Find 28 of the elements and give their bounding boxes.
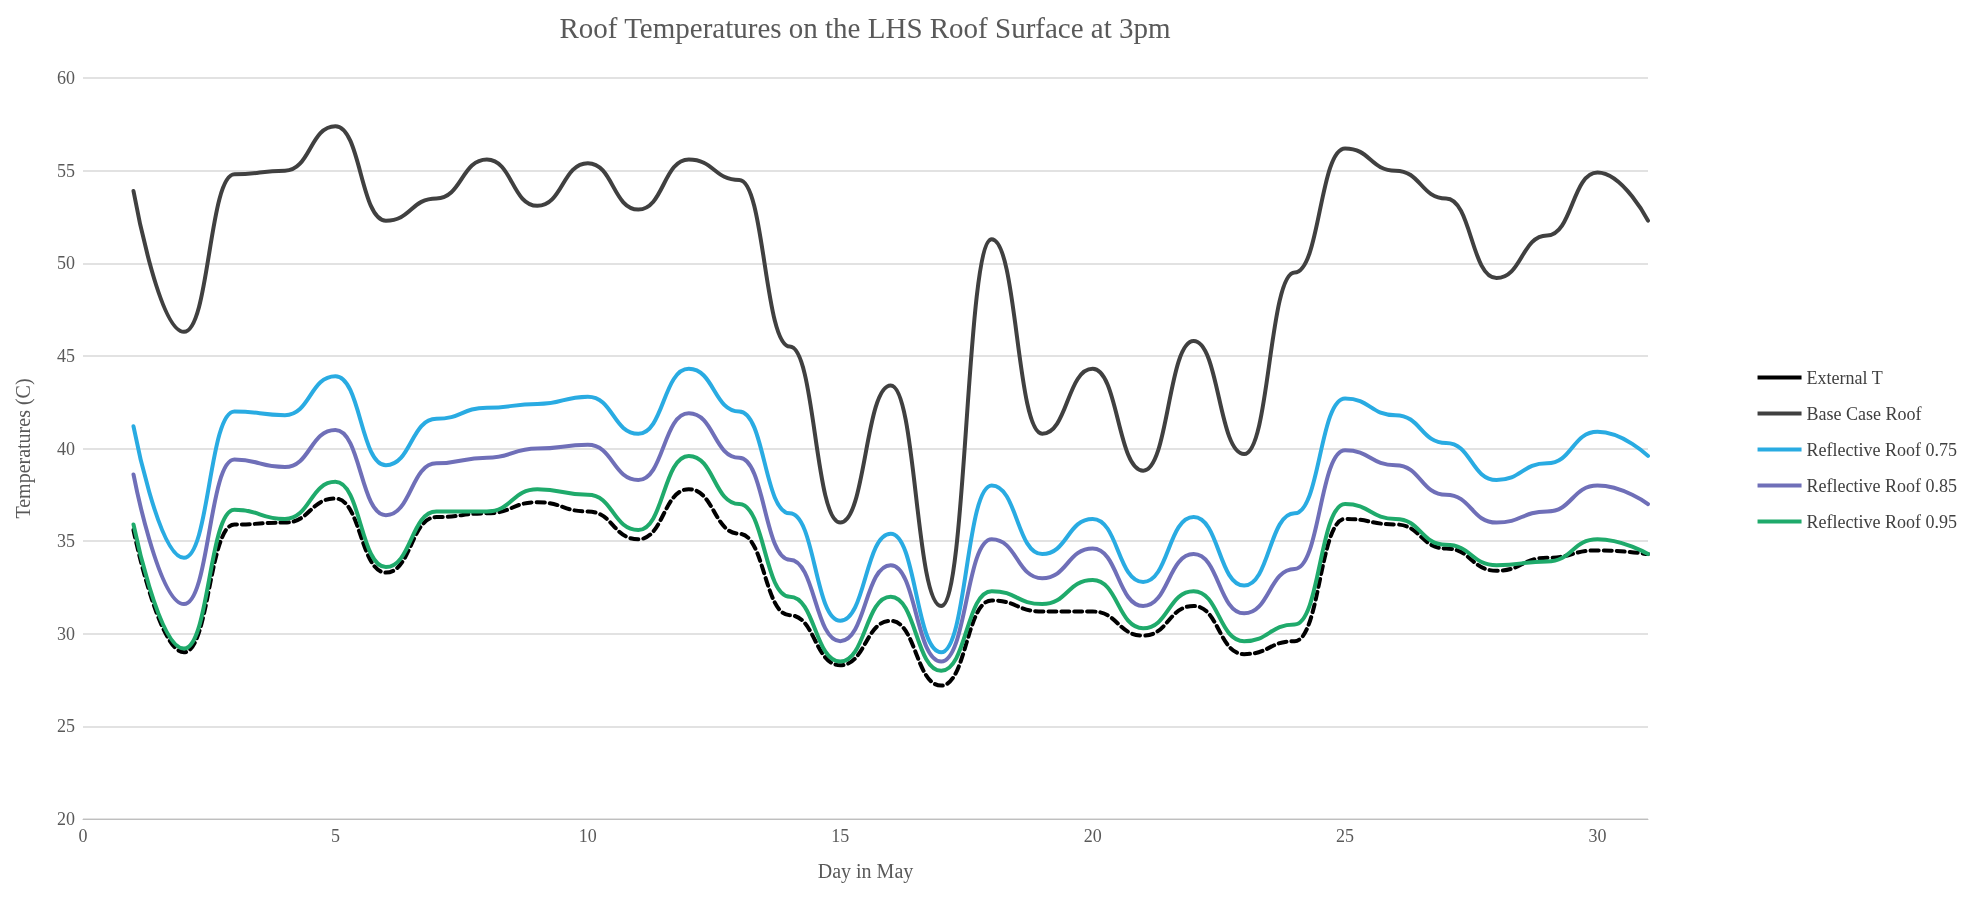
x-tick-label: 15 — [831, 826, 850, 846]
y-tick-label: 35 — [57, 531, 75, 552]
y-tick-label: 20 — [57, 809, 75, 829]
legend-label: Reflective Roof 0.85 — [1806, 475, 1958, 496]
line-series — [131, 366, 1650, 655]
y-tick-label: 50 — [57, 253, 75, 274]
legend-label: Base Case Roof — [1806, 403, 1922, 424]
y-tick-label: 60 — [57, 68, 75, 88]
legend-label: Reflective Roof 0.75 — [1806, 439, 1958, 460]
line-series — [131, 411, 1650, 664]
line-series — [131, 453, 1650, 673]
y-tick-label: 25 — [57, 716, 75, 737]
x-tick-label: 5 — [330, 826, 340, 846]
legend-label: Reflective Roof 0.95 — [1806, 511, 1958, 532]
y-tick-label: 40 — [57, 438, 75, 459]
y-axis-title: Temperatures (C) — [12, 378, 35, 519]
line-series — [131, 124, 1650, 608]
x-tick-label: 0 — [78, 826, 88, 846]
legend-label: External T — [1806, 367, 1883, 388]
y-tick-label: 45 — [57, 345, 75, 366]
chart-title: Roof Temperatures on the LHS Roof Surface at 3pm — [559, 11, 1171, 44]
x-tick-label: 10 — [578, 826, 597, 846]
y-tick-label: 30 — [57, 623, 75, 644]
x-tick-label: 20 — [1083, 826, 1102, 846]
x-axis-title: Day in May — [817, 860, 914, 883]
x-tick-label: 25 — [1336, 826, 1355, 846]
y-tick-label: 55 — [57, 160, 75, 181]
x-tick-label: 30 — [1588, 826, 1607, 846]
